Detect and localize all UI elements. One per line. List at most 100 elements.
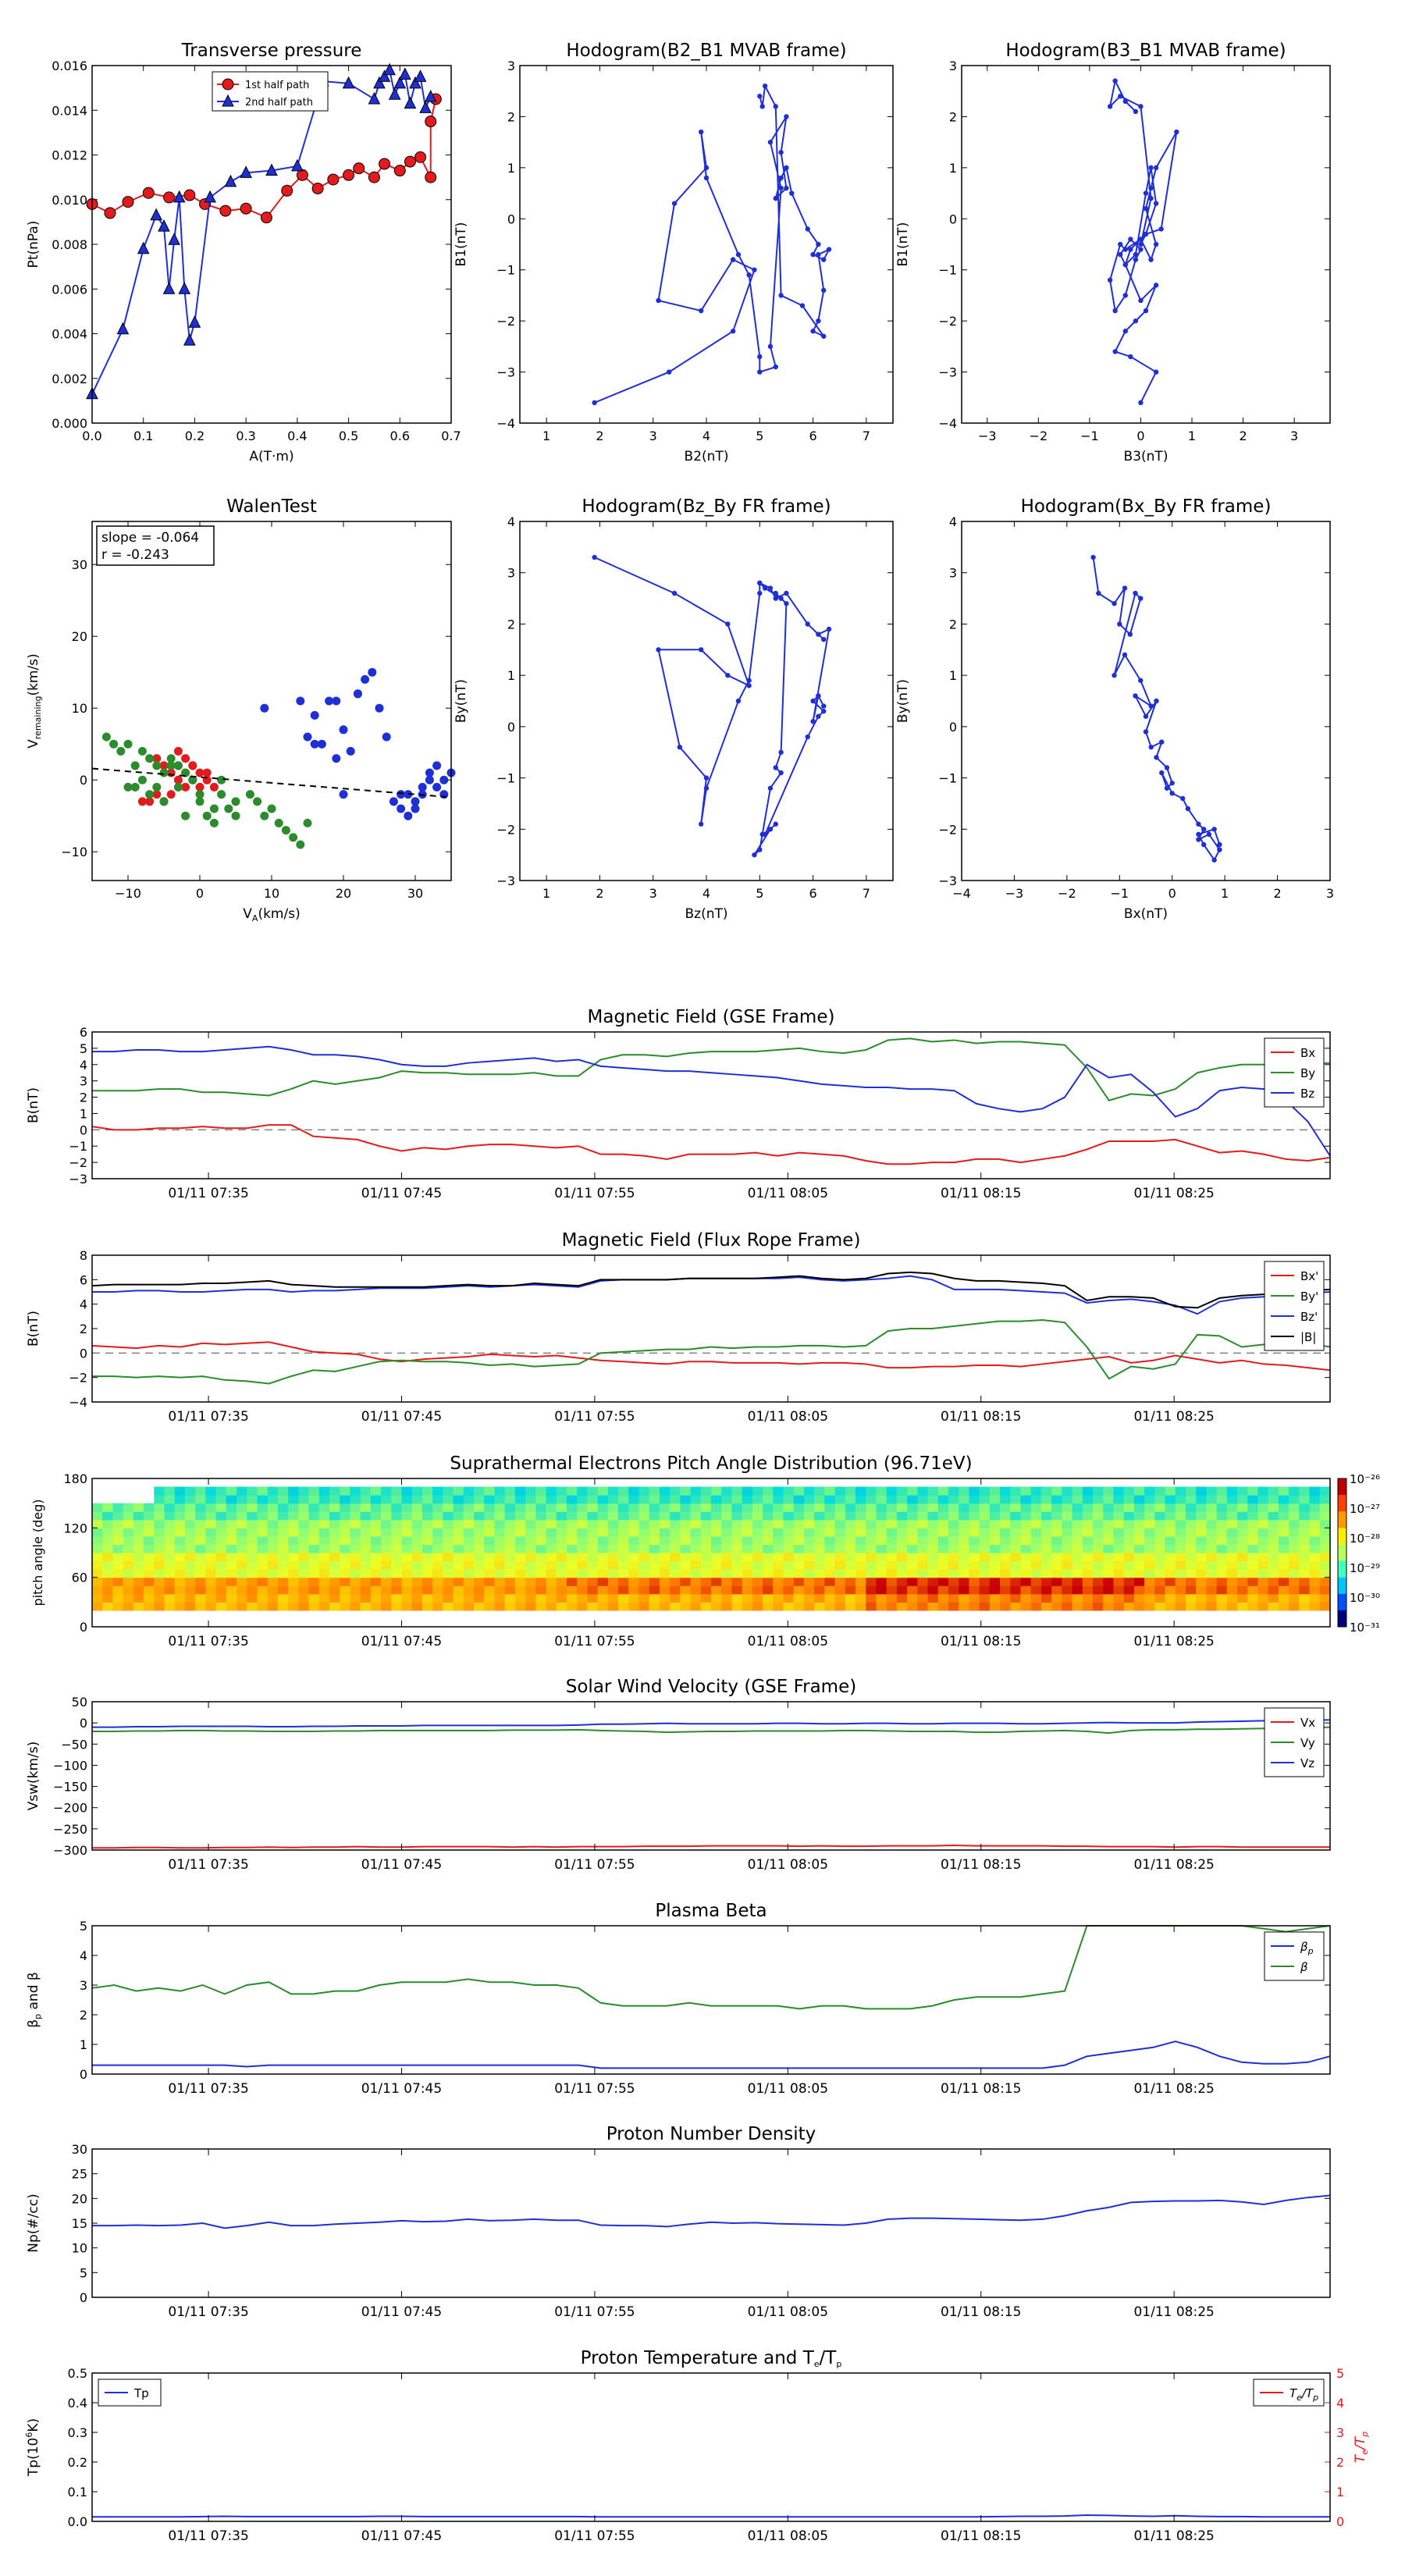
pt-ytick-label: 0.014 (52, 103, 87, 118)
pad-cell (226, 1495, 237, 1504)
h2-point (1138, 237, 1144, 242)
pad-cell (112, 1544, 124, 1553)
pad-cell (556, 1553, 567, 1562)
pad-cell (597, 1585, 609, 1595)
pad-cell (164, 1569, 176, 1578)
pad-cell (237, 1503, 247, 1512)
h2-point (1122, 293, 1128, 298)
pad-cell (855, 1577, 866, 1586)
h4-xtick-label: −2 (1058, 886, 1076, 901)
h3-title: Hodogram(Bz_By FR frame) (582, 496, 831, 517)
pad-cell (773, 1560, 784, 1570)
pad-cell (969, 1602, 980, 1611)
bfr-ytick-label: 2 (80, 1322, 87, 1336)
pad-cell (876, 1577, 887, 1586)
pt-point (173, 190, 186, 203)
pad-cell (752, 1602, 763, 1611)
pad-cell (979, 1486, 991, 1496)
pad-cell (1278, 1553, 1289, 1562)
pt-point (393, 76, 407, 89)
pad-cell (700, 1528, 712, 1537)
pad-cell (154, 1486, 165, 1496)
pad-cell (1268, 1511, 1279, 1521)
pad-cell (226, 1593, 237, 1603)
pad-cell (597, 1519, 609, 1528)
pad-cell (680, 1544, 692, 1553)
pad-cell (1030, 1593, 1042, 1603)
pad-cell (277, 1577, 289, 1586)
beta-time-label: 01/11 07:35 (168, 2081, 248, 2097)
pad-cell (205, 1486, 217, 1496)
pt-legend-label: 2nd half path (245, 97, 313, 109)
pad-cell (195, 1495, 206, 1504)
pad-cell (618, 1535, 629, 1546)
pad-cell (803, 1577, 815, 1586)
pad-cell (556, 1511, 567, 1521)
walen-point (411, 804, 420, 813)
pad-cell (298, 1569, 310, 1578)
pad-cell (1226, 1602, 1238, 1611)
bgse-time-label: 01/11 08:15 (941, 1186, 1021, 1201)
walen-annotation-r: r = -0.243 (101, 547, 169, 563)
pad-cell (979, 1528, 991, 1537)
pad-cell (1278, 1486, 1289, 1496)
pad-cell (350, 1511, 361, 1521)
pad-cell (711, 1553, 722, 1562)
pad-cell (876, 1593, 887, 1603)
pad-cell (824, 1553, 836, 1562)
pad-cell (1268, 1553, 1279, 1562)
pad-cell (391, 1585, 403, 1595)
bgse-ytick-label: −2 (69, 1155, 87, 1170)
pad-cell (1247, 1569, 1259, 1578)
pad-cell (1216, 1577, 1228, 1586)
pad-cell (164, 1544, 176, 1553)
pad-cell (680, 1593, 692, 1603)
pad-cell (1072, 1577, 1083, 1586)
walen-point (260, 811, 269, 820)
pad-cell (1206, 1593, 1218, 1603)
pad-cell (1165, 1602, 1176, 1611)
pad-title: Suprathermal Electrons Pitch Angle Distr… (450, 1453, 972, 1474)
h2-point (1153, 369, 1159, 375)
h2-point (1128, 247, 1133, 252)
pad-cell (989, 1503, 1001, 1512)
walen-point (332, 754, 341, 763)
h3-point (773, 596, 778, 601)
pad-cell (257, 1486, 269, 1496)
h2-point (1143, 190, 1149, 196)
walen-xtick-label: 10 (264, 886, 279, 901)
pad-cell (215, 1560, 227, 1570)
h2-point (1148, 165, 1154, 171)
pad-cell (577, 1585, 588, 1595)
pad-cell (308, 1585, 320, 1595)
pt-point (281, 184, 293, 197)
pad-cell (463, 1560, 475, 1570)
pad-cell (494, 1602, 506, 1611)
h1-point (773, 195, 778, 201)
pad-cell (556, 1486, 567, 1496)
h3-point (725, 621, 731, 627)
pad-cell (721, 1585, 733, 1595)
pad-cell (1196, 1544, 1207, 1553)
pad-cell (1072, 1569, 1083, 1578)
pad-cell (340, 1560, 351, 1570)
h3-point (805, 621, 810, 627)
pad-cell (411, 1602, 423, 1611)
bgse-legend-label: By (1300, 1066, 1315, 1080)
pad-cell (123, 1593, 134, 1603)
pad-cell (927, 1511, 939, 1521)
h1-point (767, 343, 774, 350)
pad-cell (763, 1503, 774, 1512)
pad-cell (411, 1519, 423, 1528)
pad-cell (329, 1585, 340, 1595)
pad-cell (267, 1503, 279, 1512)
pad-cell (1051, 1486, 1062, 1496)
pad-cell (1020, 1593, 1032, 1603)
pad-cell (783, 1503, 795, 1512)
pad-cell (1072, 1503, 1083, 1512)
pad-cell (721, 1519, 733, 1528)
pad-cell (474, 1528, 485, 1537)
h4-point (1185, 806, 1191, 812)
pad-cell (1206, 1503, 1218, 1512)
h3-point (703, 775, 710, 781)
